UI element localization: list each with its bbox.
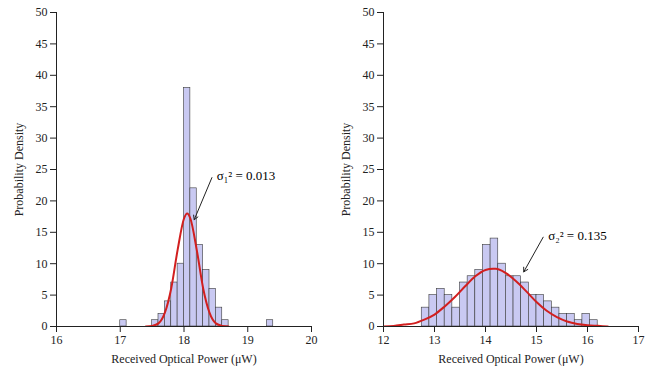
svg-text:25: 25 [363, 162, 375, 176]
svg-text:16: 16 [582, 333, 594, 347]
svg-text:18: 18 [178, 333, 190, 347]
svg-text:17: 17 [114, 333, 126, 347]
svg-text:10: 10 [36, 257, 48, 271]
svg-text:Probability Density: Probability Density [12, 123, 26, 217]
svg-text:Received Optical Power (μW): Received Optical Power (μW) [438, 352, 583, 366]
svg-text:15: 15 [36, 225, 48, 239]
svg-text:Probability Density: Probability Density [339, 123, 353, 217]
svg-text:45: 45 [363, 37, 375, 51]
svg-text:17: 17 [633, 333, 645, 347]
svg-text:20: 20 [36, 194, 48, 208]
svg-text:10: 10 [363, 257, 375, 271]
svg-text:16: 16 [51, 333, 63, 347]
svg-text:15: 15 [363, 225, 375, 239]
svg-text:40: 40 [36, 68, 48, 82]
svg-text:5: 5 [42, 288, 48, 302]
svg-text:30: 30 [363, 131, 375, 145]
svg-text:25: 25 [36, 162, 48, 176]
svg-text:15: 15 [531, 333, 543, 347]
svg-text:σ₁² = 0.013: σ₁² = 0.013 [217, 168, 276, 183]
svg-text:40: 40 [363, 68, 375, 82]
svg-text:0: 0 [369, 319, 375, 333]
svg-text:σ₂² = 0.135: σ₂² = 0.135 [548, 228, 607, 243]
svg-text:Received Optical Power (μW): Received Optical Power (μW) [111, 352, 256, 366]
svg-text:14: 14 [480, 333, 492, 347]
svg-text:19: 19 [242, 333, 254, 347]
svg-text:5: 5 [369, 288, 375, 302]
svg-text:13: 13 [429, 333, 441, 347]
svg-text:35: 35 [363, 100, 375, 114]
svg-text:20: 20 [306, 333, 318, 347]
svg-text:12: 12 [378, 333, 390, 347]
svg-text:50: 50 [36, 5, 48, 19]
svg-text:35: 35 [36, 100, 48, 114]
svg-text:20: 20 [363, 194, 375, 208]
svg-text:45: 45 [36, 37, 48, 51]
svg-text:0: 0 [42, 319, 48, 333]
svg-text:30: 30 [36, 131, 48, 145]
svg-text:50: 50 [363, 5, 375, 19]
